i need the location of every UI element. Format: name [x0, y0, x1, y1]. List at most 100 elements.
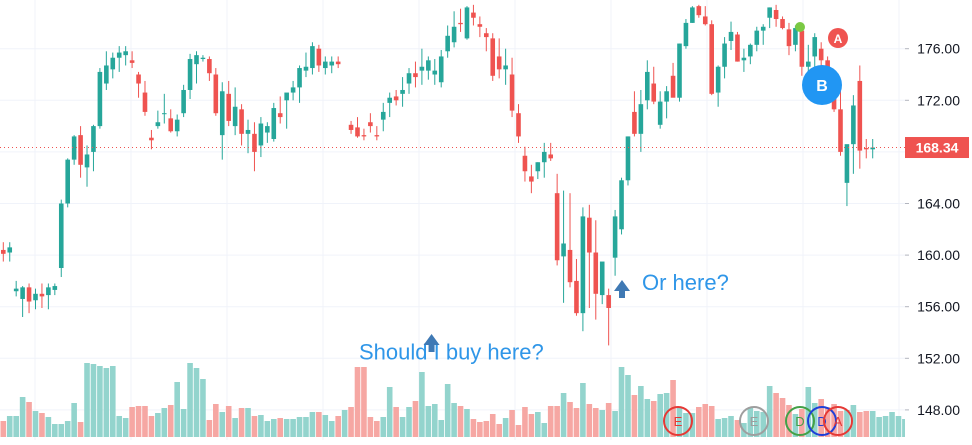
- volume-bar: [780, 398, 786, 437]
- candle: [581, 207, 586, 331]
- candle: [845, 144, 850, 206]
- candle: [40, 283, 45, 308]
- marker-a[interactable]: A: [828, 28, 848, 48]
- candle-body: [123, 51, 128, 55]
- candle: [214, 68, 219, 116]
- candle-body: [716, 67, 721, 93]
- candle-body: [761, 27, 766, 31]
- volume-bar: [387, 387, 393, 437]
- candle-body: [864, 148, 869, 149]
- volume-bar: [323, 415, 329, 437]
- candle-body: [265, 126, 270, 132]
- candle-body: [523, 156, 528, 171]
- candle-body: [207, 59, 212, 73]
- volume-bar: [722, 418, 728, 437]
- candle: [181, 85, 186, 117]
- candle: [432, 59, 437, 85]
- candle: [168, 109, 173, 132]
- volume-bar: [52, 424, 58, 437]
- candle-body: [252, 134, 257, 152]
- candle: [33, 289, 38, 310]
- volume-bar: [310, 412, 316, 437]
- candle-body: [812, 37, 817, 56]
- candles[interactable]: [1, 5, 875, 346]
- candle: [201, 55, 206, 61]
- volume-bar: [181, 409, 187, 437]
- volume-bar: [632, 395, 638, 437]
- candle-body: [65, 160, 70, 204]
- candle: [400, 77, 405, 107]
- candle: [600, 262, 605, 305]
- candle-body: [432, 71, 437, 75]
- volume-bar: [91, 364, 97, 437]
- candle-body: [349, 125, 354, 130]
- candle-body: [626, 136, 631, 180]
- candle-body: [529, 176, 534, 181]
- volume-bar: [587, 404, 593, 437]
- candle: [91, 125, 96, 171]
- candle: [864, 139, 869, 158]
- candle-body: [735, 35, 740, 62]
- price-axis[interactable]: 148.00152.00156.00160.00164.00168.00172.…: [905, 0, 972, 440]
- candle-body: [664, 91, 669, 101]
- volume-bar: [657, 394, 663, 437]
- volume-bar: [26, 402, 32, 437]
- candle-body: [420, 67, 425, 71]
- candle: [439, 50, 444, 87]
- candle-body: [536, 162, 541, 171]
- volume-bar: [33, 411, 39, 437]
- candle-body: [78, 135, 83, 165]
- candle: [72, 135, 77, 165]
- candle-body: [387, 98, 392, 103]
- candle-body: [671, 76, 676, 98]
- candle: [542, 143, 547, 178]
- candle-body: [175, 120, 180, 132]
- volume-bar: [46, 417, 52, 437]
- volume-bar: [715, 419, 721, 437]
- volume-bar: [84, 363, 90, 437]
- candle-body: [40, 294, 45, 297]
- candle-body: [1, 250, 6, 254]
- volume-bar: [432, 404, 438, 437]
- volume-bar: [335, 416, 341, 437]
- candle-body: [858, 81, 863, 151]
- candle: [413, 62, 418, 88]
- candle-body: [271, 108, 276, 139]
- candle-body: [98, 72, 103, 126]
- candle: [465, 6, 470, 40]
- volume-bar: [116, 416, 122, 437]
- price-tick-label: 152.00: [917, 350, 960, 366]
- candle-body: [27, 287, 32, 301]
- volume-bar: [413, 401, 419, 437]
- candle-body: [774, 10, 779, 19]
- candle-body: [194, 55, 199, 64]
- candle-body: [542, 152, 547, 162]
- candle-body: [742, 58, 747, 61]
- candle: [420, 49, 425, 85]
- candle: [233, 87, 238, 135]
- volume-bar: [355, 367, 361, 437]
- candle: [14, 281, 19, 296]
- candle: [59, 200, 64, 277]
- volume-bar: [258, 415, 264, 437]
- candle: [677, 44, 682, 102]
- candle: [46, 283, 51, 309]
- candle-body: [787, 29, 792, 46]
- candle-body: [168, 118, 173, 131]
- candle-body: [548, 154, 553, 158]
- marker-b[interactable]: B: [802, 65, 842, 105]
- volume-bar: [265, 421, 271, 437]
- volume-bar: [155, 413, 161, 437]
- candle-body: [14, 289, 19, 292]
- volume-bar: [252, 416, 258, 437]
- candle: [381, 103, 386, 131]
- volume-bar: [20, 397, 26, 437]
- candle-body: [329, 62, 334, 66]
- candle-body: [697, 6, 702, 15]
- candle-body: [381, 112, 386, 120]
- candle: [632, 91, 637, 136]
- candle: [265, 122, 270, 143]
- candle-body: [33, 294, 38, 300]
